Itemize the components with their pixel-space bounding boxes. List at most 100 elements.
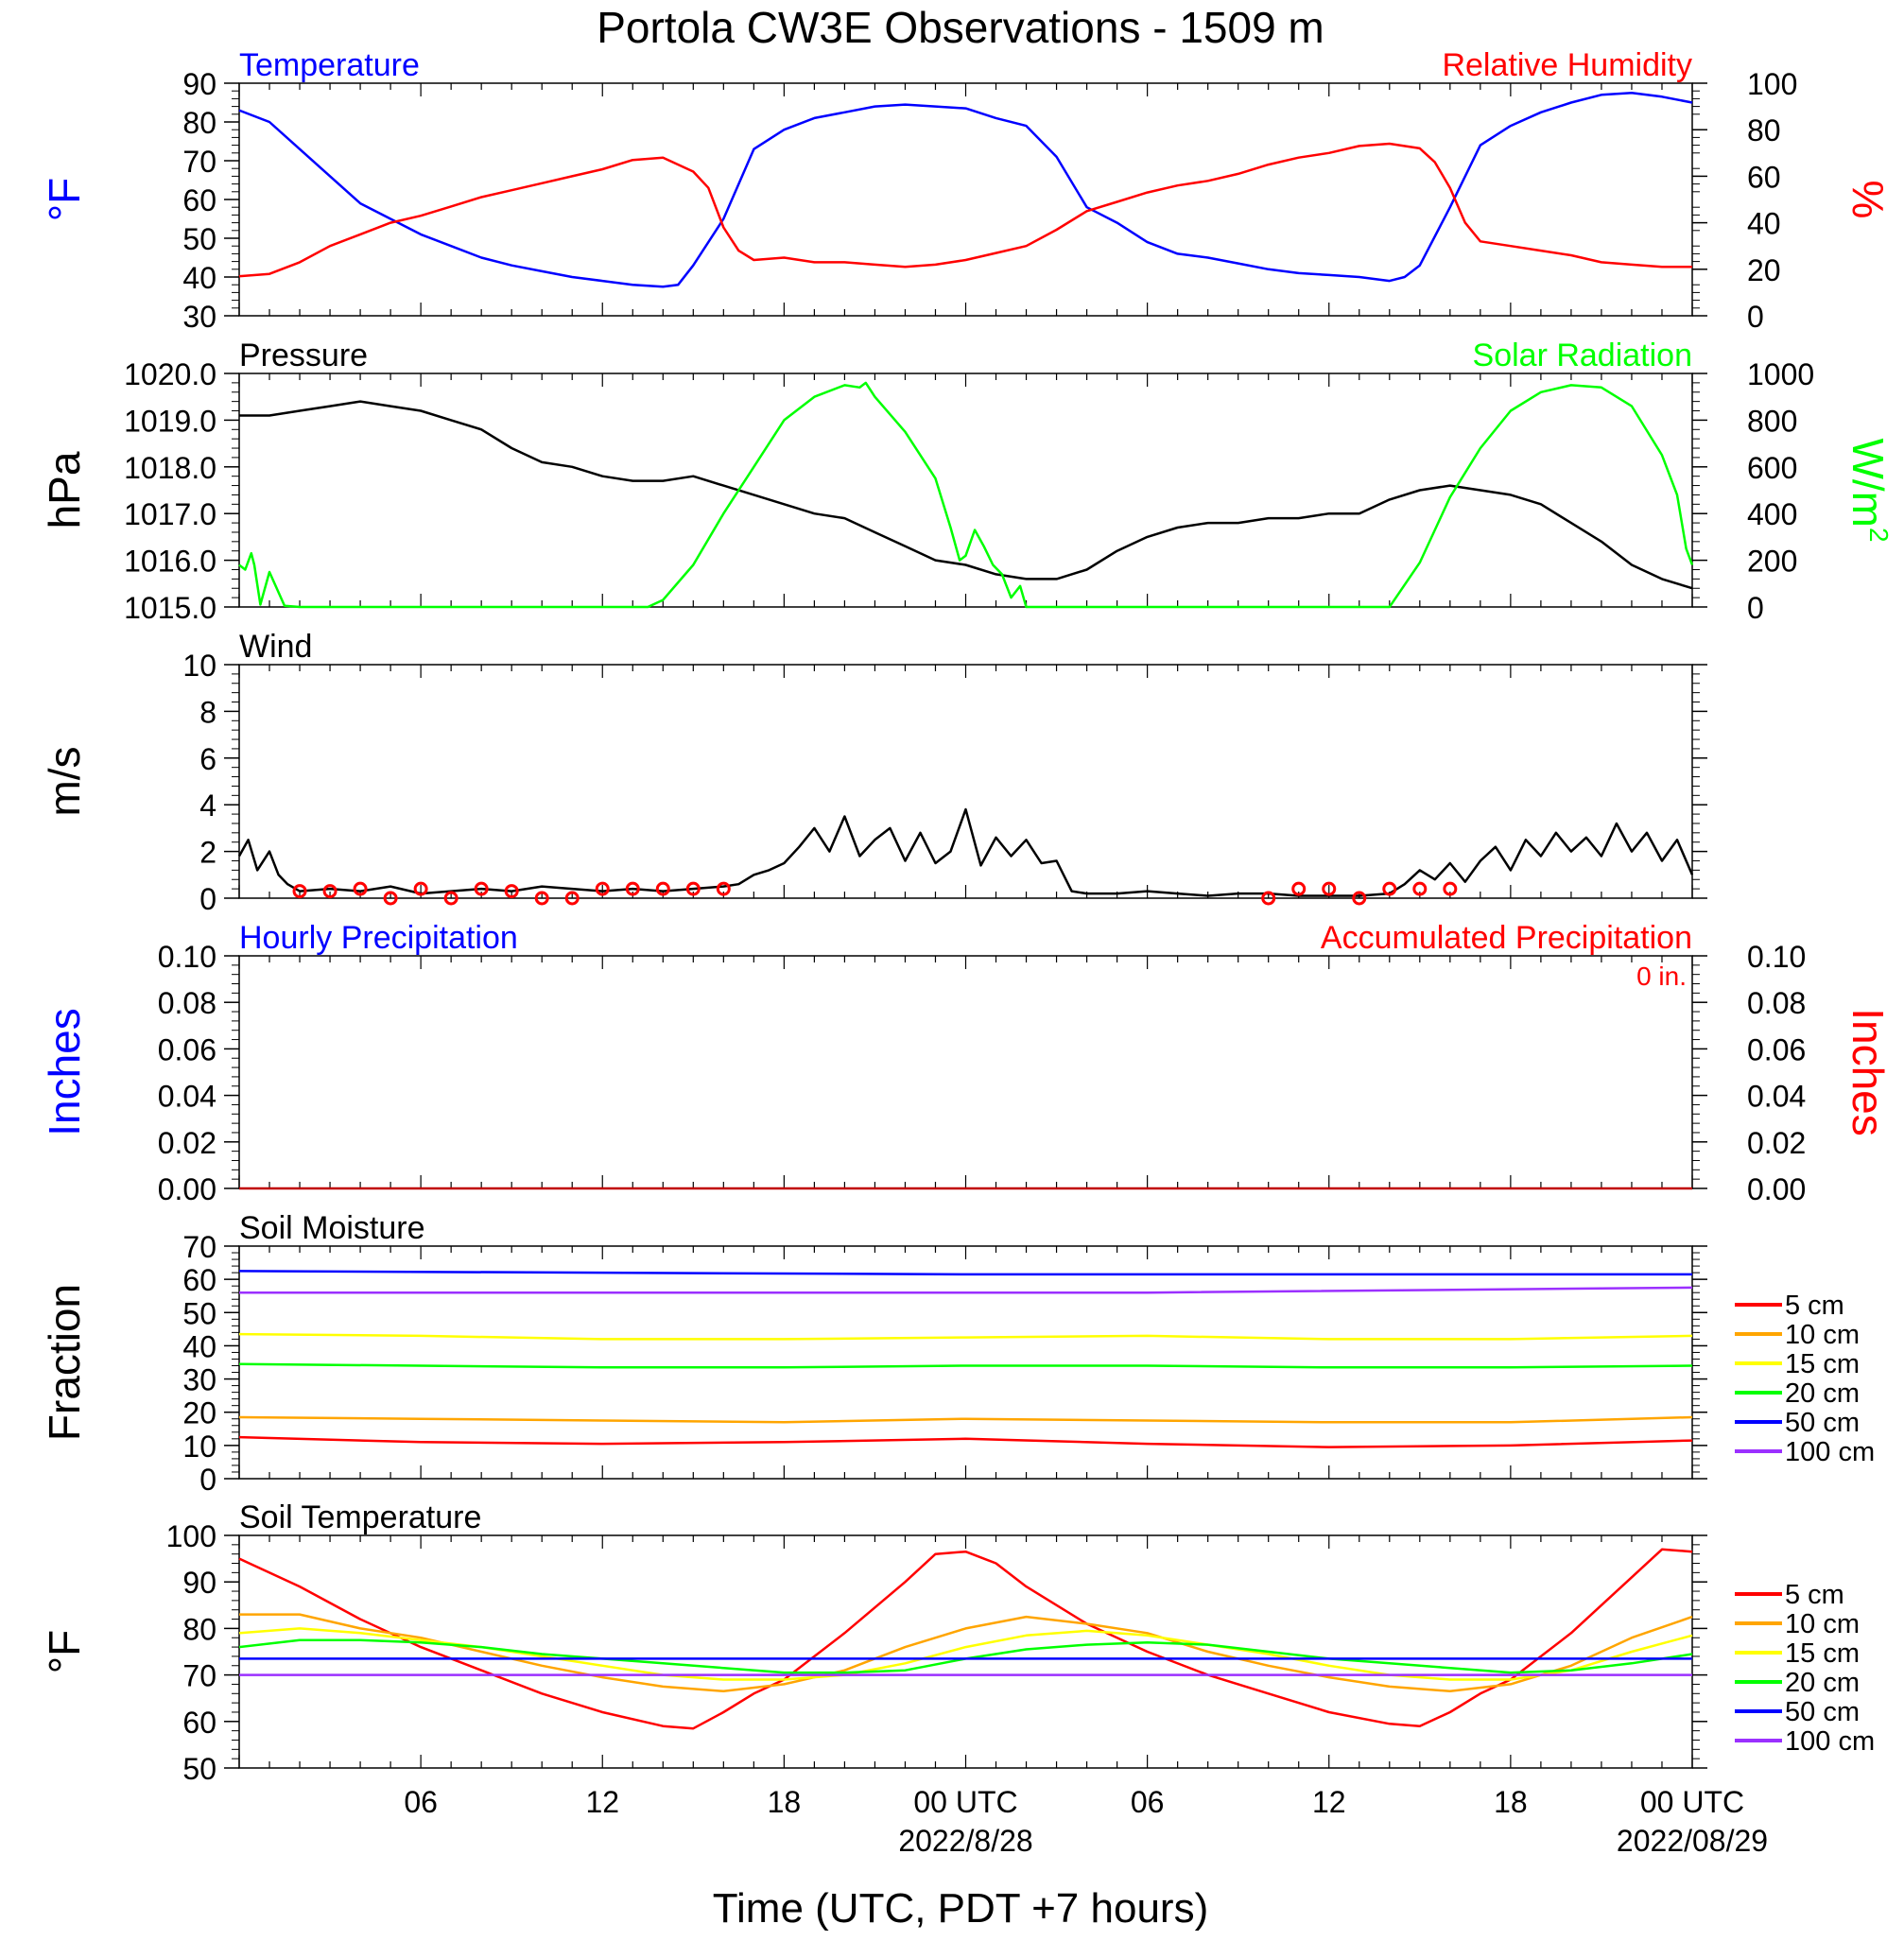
y-right-tick-label: 100 <box>1747 67 1797 101</box>
panel-temp_rh: 30 40 50 60 70 80 90 0 20 40 60 80 100 Temperature Rel… <box>40 47 1893 334</box>
x-tick-label: 12 <box>585 1785 619 1819</box>
x-tick-date-label: 2022/8/28 <box>898 1824 1032 1858</box>
y-right-axis-label-sup: 2 <box>1864 528 1894 543</box>
y-axis-label: Inches <box>40 1008 89 1136</box>
wind-calm-marker <box>443 891 459 906</box>
y-axis-label: m/s <box>40 746 89 816</box>
series-line-5-cm <box>238 1548 1693 1730</box>
wind-calm-marker <box>322 884 338 899</box>
x-tick-label: 18 <box>768 1785 802 1819</box>
y-tick-label: 0.10 <box>158 940 216 974</box>
wind-calm-marker <box>564 891 580 906</box>
y-tick-label: 1016.0 <box>124 545 216 579</box>
legend-label: 100 cm <box>1785 1437 1875 1467</box>
y-right-tick-label: 0 <box>1747 300 1764 334</box>
series-line-20-cm <box>238 1362 1693 1369</box>
series-line-10-cm <box>238 1415 1693 1424</box>
panel-left-title: Wind <box>239 629 312 665</box>
y-tick-label: 50 <box>182 1752 216 1786</box>
y-right-tick-label: 0.06 <box>1747 1032 1806 1066</box>
y-axis-label: °F <box>40 178 89 222</box>
y-tick-label: 50 <box>182 222 216 256</box>
y-tick-label: 50 <box>182 1296 216 1330</box>
y-tick-label: 10 <box>182 1430 216 1464</box>
y-right-axis-label: % <box>1843 181 1893 219</box>
wind-calm-marker <box>1443 881 1458 896</box>
series-line-pressure <box>239 400 1693 590</box>
y-right-tick-label: 0.02 <box>1747 1126 1806 1160</box>
y-tick-label: 90 <box>182 67 216 101</box>
x-tick-label: 12 <box>1312 1785 1346 1819</box>
y-tick-label: 0.08 <box>158 986 216 1020</box>
y-axis-label: Fraction <box>40 1284 89 1441</box>
panel-right-title: Accumulated Precipitation <box>1321 920 1692 956</box>
y-right-tick-label: 0.10 <box>1747 940 1806 974</box>
y-tick-label: 40 <box>182 1329 216 1363</box>
y-tick-label: 30 <box>182 300 216 334</box>
wind-calm-marker <box>1412 881 1428 896</box>
y-tick-label: 60 <box>182 1706 216 1740</box>
legend-label: 5 cm <box>1785 1291 1844 1321</box>
panel-left-title: Hourly Precipitation <box>239 920 518 956</box>
wind-calm-marker <box>595 881 610 896</box>
legend-label: 10 cm <box>1785 1609 1860 1639</box>
panel-left-title: Soil Moisture <box>239 1210 425 1246</box>
panel-left-title: Temperature <box>239 47 420 83</box>
wind-calm-marker <box>1291 881 1307 896</box>
x-axis-title: Time (UTC, PDT +7 hours) <box>713 1885 1208 1932</box>
x-axis: 06 12 18 00 UTC 2022/8/28 06 12 18 00 UTC 2022/08… <box>404 1785 1768 1858</box>
chart-title: Portola CW3E Observations - 1509 m <box>597 3 1324 52</box>
panel-right-title: Solar Radiation <box>1473 338 1692 373</box>
legend-label: 20 cm <box>1785 1668 1860 1698</box>
panel-frame <box>238 1534 1693 1769</box>
y-tick-label: 1015.0 <box>124 591 216 625</box>
legend-label: 50 cm <box>1785 1697 1860 1727</box>
panel-frame <box>238 1245 1693 1480</box>
y-right-tick-label: 0.00 <box>1747 1172 1806 1206</box>
y-tick-label: 1020.0 <box>124 357 216 391</box>
x-tick-label: 06 <box>1131 1785 1165 1819</box>
series-line-100-cm <box>239 1286 1693 1294</box>
wind-calm-marker <box>534 891 549 906</box>
wind-calm-marker <box>474 881 489 896</box>
series-line-5-cm <box>238 1435 1693 1448</box>
series-line-temperature <box>238 92 1693 288</box>
y-tick-label: 60 <box>182 1263 216 1297</box>
panel-left-title: Soil Temperature <box>239 1499 481 1535</box>
series-line-wind <box>237 807 1694 897</box>
panel-frame <box>238 955 1693 1189</box>
wind-calm-marker <box>1261 891 1276 906</box>
y-tick-label: 70 <box>182 1659 216 1693</box>
y-tick-label: 20 <box>182 1396 216 1430</box>
y-tick-label: 1019.0 <box>124 404 216 438</box>
x-tick-label: 18 <box>1494 1785 1528 1819</box>
wind-calm-marker <box>1382 881 1397 896</box>
y-tick-label: 0 <box>199 1463 216 1497</box>
y-tick-label: 0.06 <box>158 1032 216 1066</box>
y-tick-label: 80 <box>182 106 216 140</box>
panel-frame <box>238 664 1693 899</box>
wind-calm-marker <box>625 881 640 896</box>
panel-left-title: Pressure <box>239 338 368 373</box>
y-right-tick-label: 200 <box>1747 545 1797 579</box>
legend-label: 100 cm <box>1785 1726 1875 1757</box>
y-right-tick-label: 40 <box>1747 207 1781 241</box>
x-tick-label: 06 <box>404 1785 438 1819</box>
panel-precip: 0.00 0.02 0.04 0.06 0.08 0.10 0.00 0.02 0.04 0.06… <box>40 920 1893 1206</box>
y-tick-label: 90 <box>182 1566 216 1600</box>
y-tick-label: 40 <box>182 261 216 295</box>
y-tick-label: 2 <box>199 836 216 870</box>
wind-calm-marker <box>655 881 670 896</box>
y-tick-label: 70 <box>182 1230 216 1264</box>
y-tick-label: 100 <box>166 1519 216 1553</box>
y-axis-label: °F <box>40 1630 89 1674</box>
series-line-15-cm <box>238 1627 1693 1681</box>
legend-label: 20 cm <box>1785 1378 1860 1409</box>
y-right-tick-label: 1000 <box>1747 357 1814 391</box>
y-right-tick-label: 800 <box>1747 404 1797 438</box>
y-tick-label: 30 <box>182 1363 216 1397</box>
